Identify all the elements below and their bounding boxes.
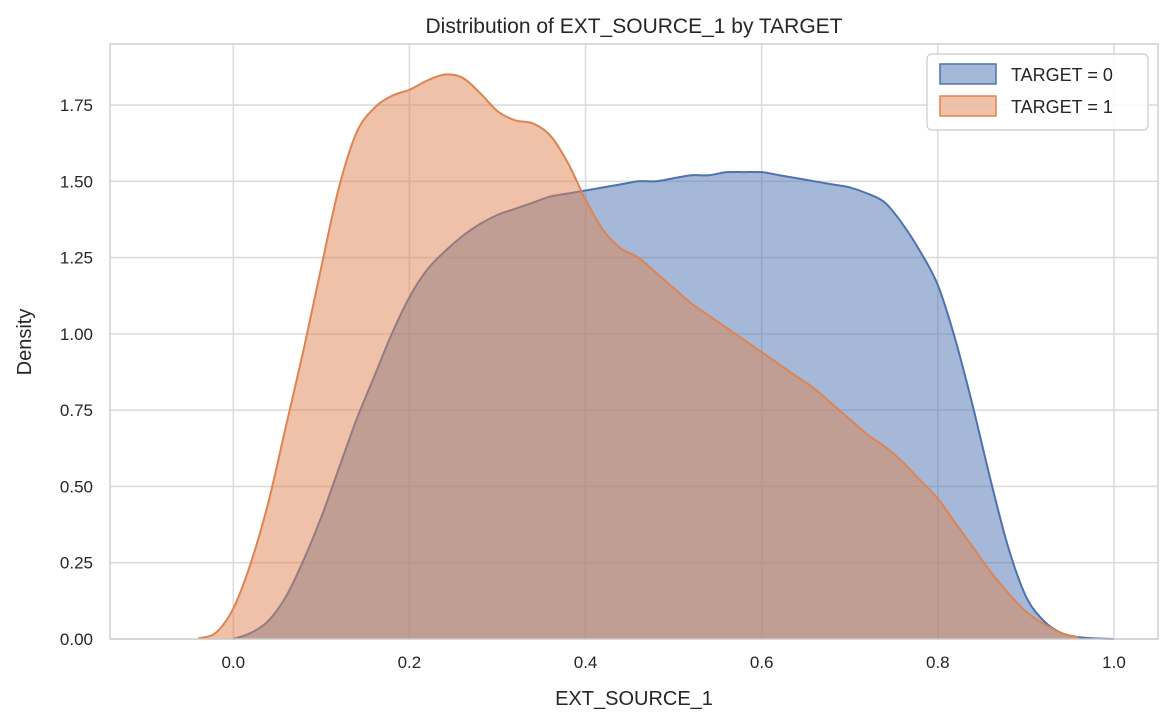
y-tick-label: 1.00 xyxy=(60,325,93,344)
x-tick-label: 0.4 xyxy=(574,653,598,672)
legend-swatch xyxy=(939,63,997,85)
legend-swatch xyxy=(939,95,997,117)
plot-frame xyxy=(109,43,1159,640)
legend: TARGET = 0 TARGET = 1 xyxy=(926,53,1149,131)
y-tick-label: 0.00 xyxy=(60,630,93,649)
y-tick-label: 1.50 xyxy=(60,172,93,191)
chart-title: Distribution of EXT_SOURCE_1 by TARGET xyxy=(425,15,842,38)
x-tick-label: 0.8 xyxy=(926,653,950,672)
legend-label: TARGET = 1 xyxy=(1011,97,1113,117)
x-tick-label: 0.6 xyxy=(750,653,774,672)
series-area-1 xyxy=(198,74,1079,640)
y-tick-label: 0.25 xyxy=(60,554,93,573)
x-tick-label: 1.0 xyxy=(1102,653,1126,672)
series-line-1 xyxy=(197,73,1079,640)
y-tick-label: 0.50 xyxy=(60,477,93,496)
legend-label: TARGET = 0 xyxy=(1011,65,1113,85)
tick-labels: 0.0 0.2 0.4 0.6 0.8 1.0 0.00 0.25 0.50 0.75 1.00 1.… xyxy=(60,96,1126,672)
x-axis-label: EXT_SOURCE_1 xyxy=(555,688,713,710)
y-tick-label: 1.25 xyxy=(60,249,93,268)
y-tick-label: 0.75 xyxy=(60,401,93,420)
x-tick-label: 0.0 xyxy=(221,653,245,672)
series-areas xyxy=(197,73,1115,640)
y-axis-label: Density xyxy=(14,309,36,376)
y-tick-label: 1.75 xyxy=(60,96,93,115)
x-tick-label: 0.2 xyxy=(398,653,422,672)
